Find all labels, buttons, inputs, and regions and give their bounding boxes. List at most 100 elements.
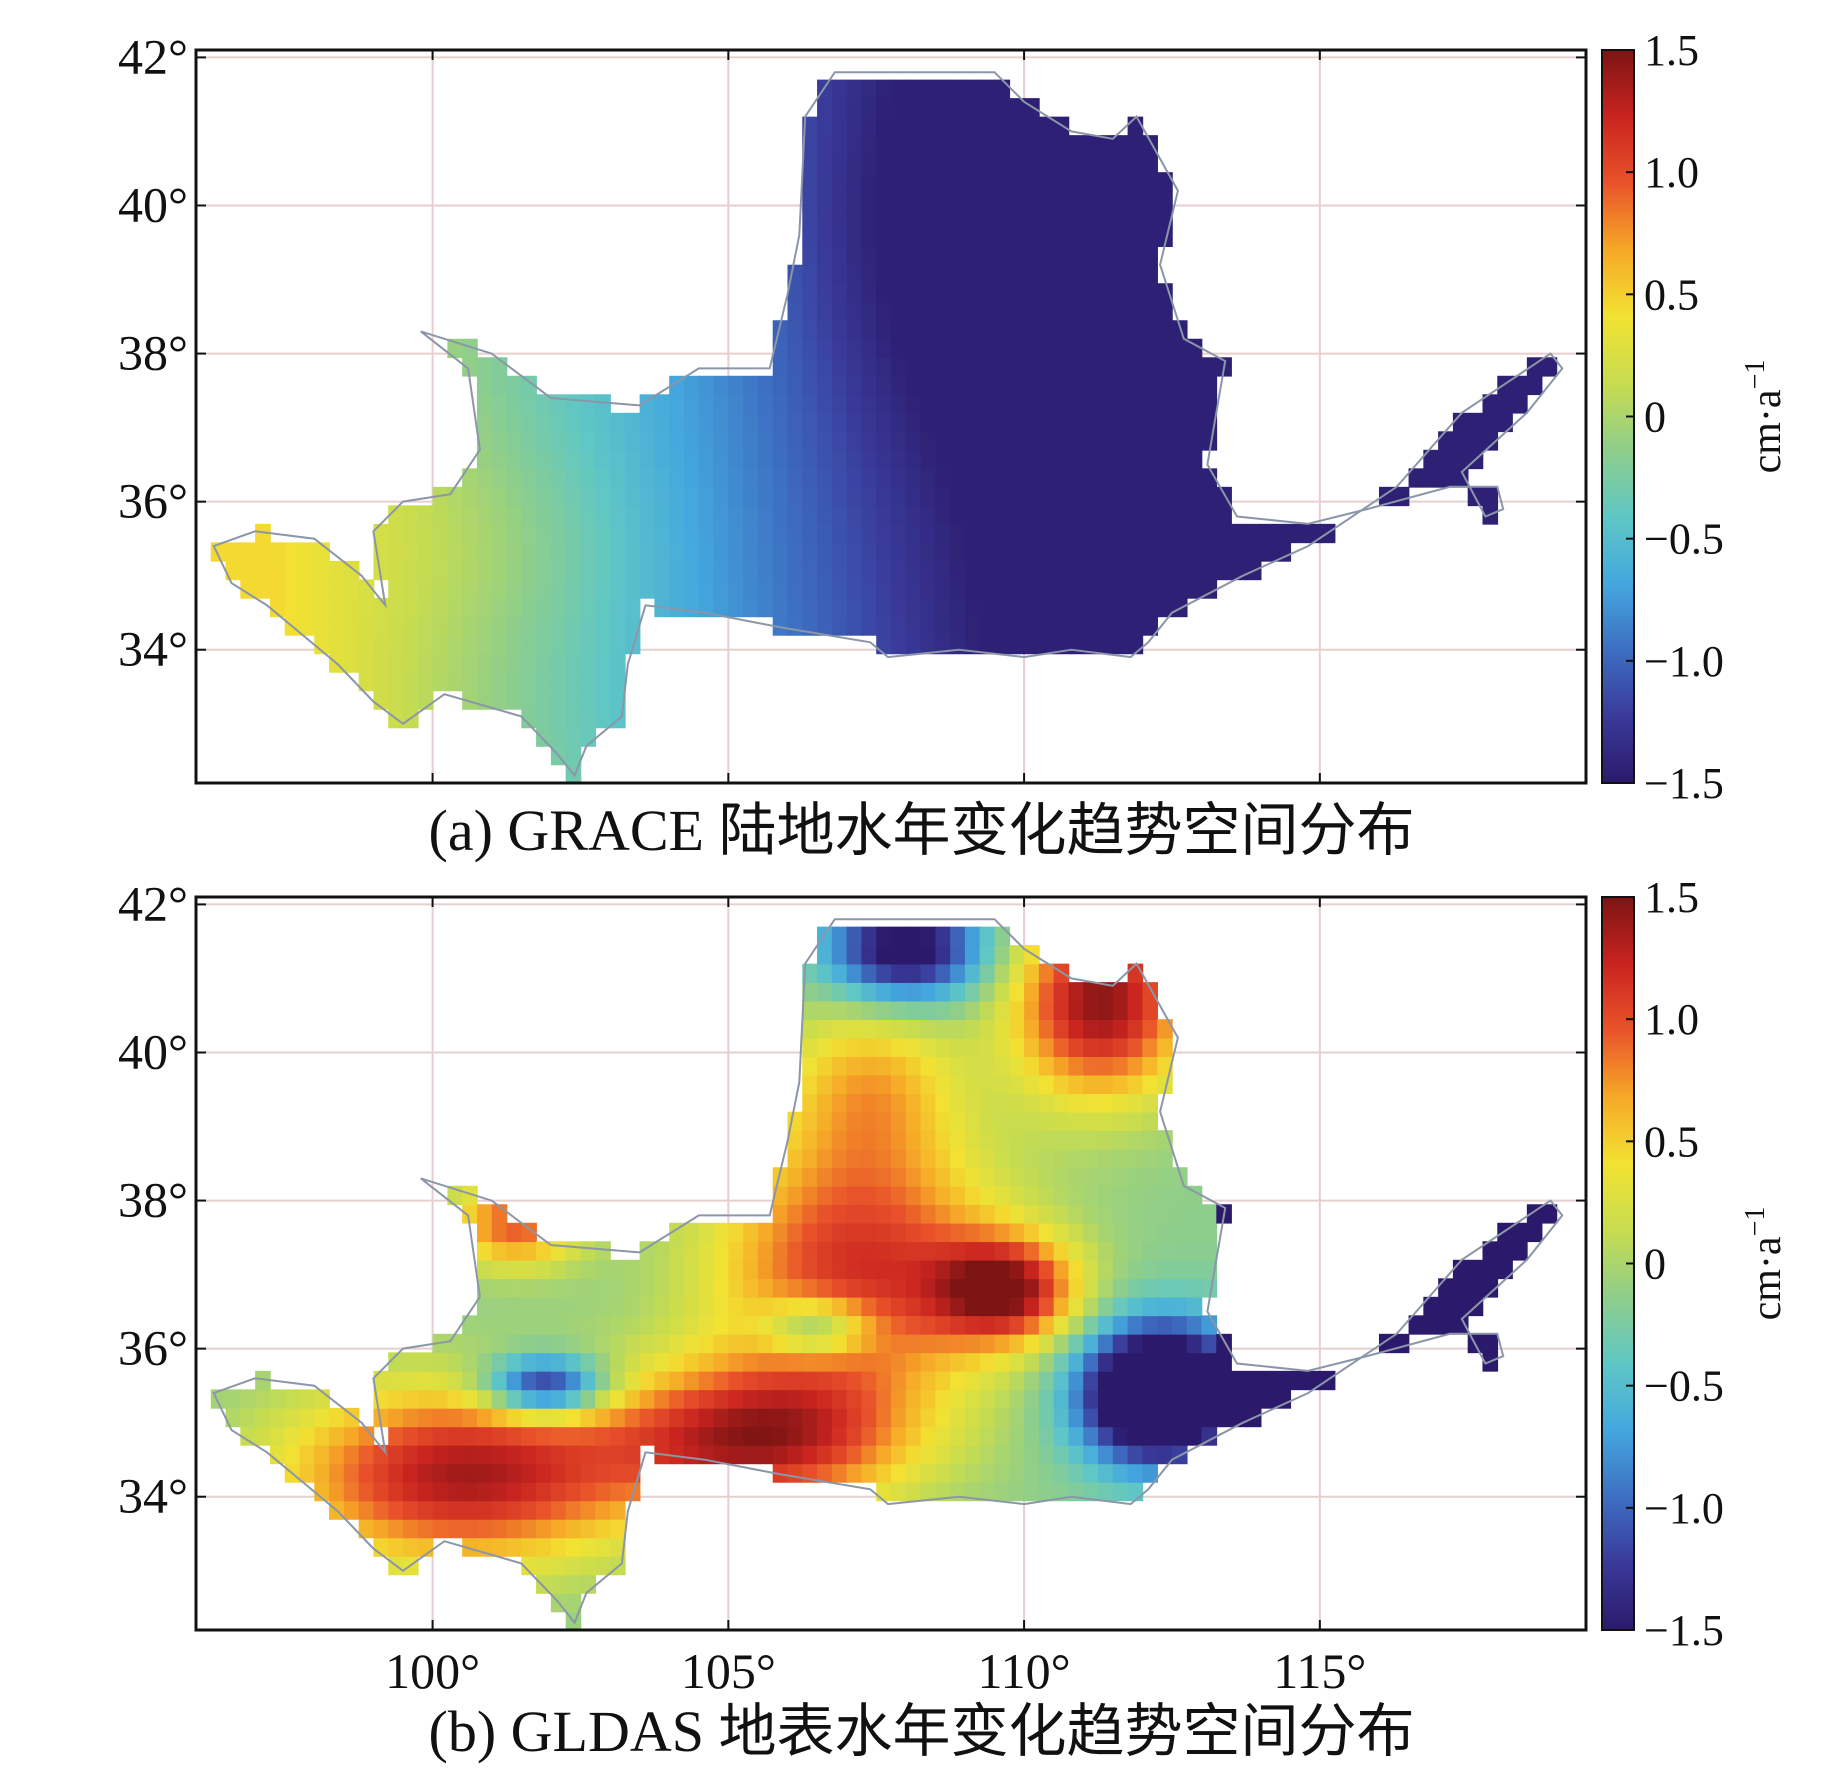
heatmap-cell bbox=[950, 486, 966, 507]
heatmap-cell bbox=[876, 1426, 892, 1446]
heatmap-cell bbox=[846, 1167, 863, 1187]
heatmap-cell bbox=[1009, 1037, 1025, 1057]
heatmap-cell bbox=[994, 468, 1011, 488]
heatmap-cell bbox=[920, 1463, 937, 1483]
heatmap-cell bbox=[565, 1574, 582, 1594]
heatmap-cell bbox=[1053, 1296, 1070, 1317]
heatmap-cell bbox=[491, 579, 508, 599]
heatmap-cell bbox=[1127, 1241, 1144, 1261]
heatmap-cell bbox=[905, 926, 922, 946]
heatmap-cell bbox=[802, 1222, 818, 1243]
heatmap-cell bbox=[935, 98, 951, 118]
heatmap-cell bbox=[979, 1352, 996, 1372]
heatmap-cell bbox=[610, 1259, 626, 1280]
heatmap-cell bbox=[1053, 264, 1070, 285]
heatmap-cell bbox=[1201, 1204, 1218, 1224]
heatmap-cell bbox=[1157, 597, 1173, 618]
heatmap-cell bbox=[846, 1222, 863, 1243]
heatmap-cell bbox=[373, 616, 390, 636]
heatmap-cell bbox=[1127, 375, 1144, 396]
heatmap-cell bbox=[225, 1389, 242, 1409]
heatmap-cell bbox=[373, 1500, 390, 1520]
heatmap-cell bbox=[550, 634, 567, 655]
heatmap-cell bbox=[491, 1518, 508, 1539]
heatmap-cell bbox=[624, 505, 641, 525]
colorbar-unit-exponent: −1 bbox=[1740, 360, 1771, 390]
heatmap-cell bbox=[772, 1278, 789, 1298]
heatmap-cell bbox=[1171, 1222, 1188, 1243]
heatmap-cell bbox=[595, 690, 611, 710]
heatmap-cell bbox=[964, 1426, 981, 1446]
heatmap-cell bbox=[1009, 1370, 1025, 1391]
heatmap-cell bbox=[610, 560, 626, 581]
heatmap-cell bbox=[994, 320, 1011, 340]
heatmap-cell bbox=[432, 1389, 449, 1409]
heatmap-cell bbox=[506, 523, 523, 544]
heatmap-cell bbox=[920, 579, 937, 599]
heatmap-cell bbox=[1142, 1259, 1158, 1280]
heatmap-cell bbox=[1038, 375, 1055, 396]
heatmap-cell bbox=[994, 1204, 1011, 1224]
heatmap-cell bbox=[358, 1481, 375, 1502]
heatmap-cell bbox=[1083, 431, 1099, 451]
heatmap-cell bbox=[1024, 190, 1040, 210]
heatmap-cell bbox=[757, 1407, 774, 1428]
heatmap-cell bbox=[403, 579, 419, 599]
heatmap-cell bbox=[802, 190, 818, 210]
heatmap-cell bbox=[388, 597, 404, 618]
heatmap-cell bbox=[905, 1333, 922, 1354]
heatmap-cell bbox=[1157, 1185, 1173, 1206]
heatmap-cell bbox=[935, 486, 951, 507]
heatmap-cell bbox=[831, 1000, 848, 1020]
heatmap-cell bbox=[580, 505, 597, 525]
heatmap-cell bbox=[950, 579, 966, 599]
heatmap-cell bbox=[476, 579, 493, 599]
heatmap-cell bbox=[1127, 616, 1144, 636]
colorbar-tick-label: 0 bbox=[1644, 393, 1666, 442]
heatmap-cell bbox=[521, 1278, 537, 1298]
heatmap-cell bbox=[476, 505, 493, 525]
heatmap-cell bbox=[403, 597, 419, 618]
heatmap-cell bbox=[876, 1074, 892, 1095]
heatmap-cell bbox=[476, 1389, 493, 1409]
heatmap-cell bbox=[476, 357, 493, 377]
heatmap-cell bbox=[1127, 1352, 1144, 1372]
heatmap-cell bbox=[1009, 320, 1025, 340]
heatmap-cell bbox=[728, 597, 744, 618]
heatmap-cell bbox=[964, 1074, 981, 1095]
colorbar-tick-label: 1.0 bbox=[1644, 995, 1699, 1044]
heatmap-cell bbox=[1526, 1222, 1543, 1243]
heatmap-cell bbox=[964, 926, 981, 946]
heatmap-cell bbox=[1083, 394, 1099, 414]
heatmap-cell bbox=[994, 1019, 1011, 1039]
heatmap-cell bbox=[905, 1185, 922, 1206]
heatmap-cell bbox=[343, 1426, 360, 1446]
heatmap-cell bbox=[1186, 375, 1203, 396]
heatmap-cell bbox=[521, 1296, 537, 1317]
heatmap-cell bbox=[1038, 1222, 1055, 1243]
heatmap-cell bbox=[610, 486, 626, 507]
heatmap-cell bbox=[964, 283, 981, 303]
heatmap-cell bbox=[432, 1426, 449, 1446]
heatmap-cell bbox=[669, 1352, 685, 1372]
heatmap-cell bbox=[1024, 1259, 1040, 1280]
heatmap-cell bbox=[979, 1000, 996, 1020]
heatmap-cell bbox=[698, 523, 715, 544]
heatmap-cell bbox=[831, 505, 848, 525]
heatmap-cell bbox=[550, 560, 567, 581]
heatmap-cell bbox=[580, 708, 597, 729]
heatmap-cell bbox=[817, 1259, 833, 1280]
heatmap-cell bbox=[595, 394, 611, 414]
heatmap-cell bbox=[964, 963, 981, 983]
heatmap-cell bbox=[462, 1352, 478, 1372]
heatmap-cell bbox=[950, 209, 966, 229]
heatmap-cell bbox=[787, 1185, 804, 1206]
heatmap-cell bbox=[994, 1407, 1011, 1428]
heatmap-cell bbox=[595, 1296, 611, 1317]
heatmap-cell bbox=[861, 190, 878, 210]
heatmap-cell bbox=[1216, 1407, 1232, 1428]
heatmap-cell bbox=[994, 982, 1011, 1002]
heatmap-cell bbox=[476, 468, 493, 488]
heatmap-cell bbox=[462, 1444, 478, 1465]
heatmap-cell bbox=[417, 542, 434, 562]
